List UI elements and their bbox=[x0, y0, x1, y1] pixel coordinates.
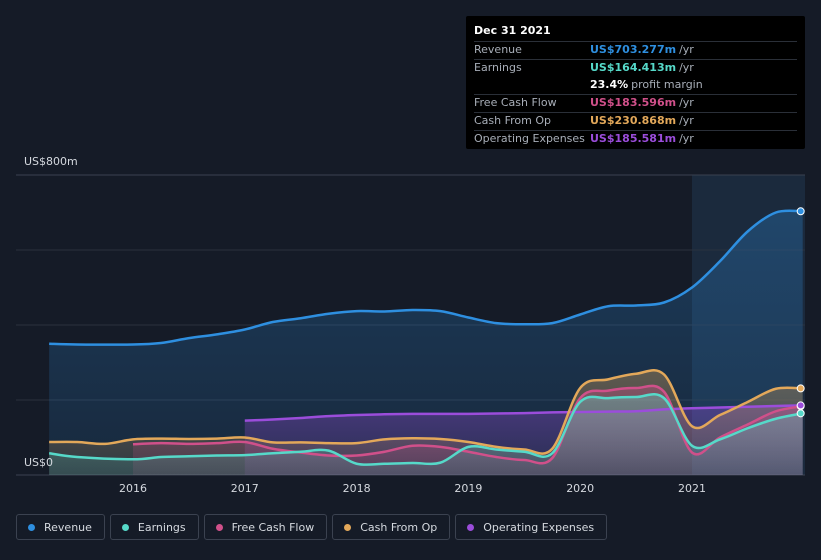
tooltip-row-label: Cash From Op bbox=[474, 114, 552, 127]
series-end-marker bbox=[796, 207, 805, 216]
series-line-cash-from-op bbox=[49, 368, 803, 455]
legend-dot-icon bbox=[344, 523, 352, 531]
tooltip-row-label bbox=[474, 77, 590, 94]
tooltip-row: Cash From Op US$230.868m/yr bbox=[474, 112, 797, 130]
tooltip-row-value: 23.4% bbox=[590, 78, 629, 91]
x-tick-label: 2017 bbox=[231, 482, 259, 495]
tooltip-row-unit: /yr bbox=[679, 61, 694, 74]
legend-item-cash-from-op[interactable]: Cash From Op bbox=[332, 514, 451, 540]
y-axis-bottom-label: US$0 bbox=[24, 456, 54, 469]
series-line-operating-expenses bbox=[244, 404, 803, 422]
data-tooltip: Dec 31 2021 Revenue US$703.277m/yr Earning… bbox=[466, 16, 805, 149]
tooltip-row-label: Operating Expenses bbox=[474, 132, 585, 145]
legend-item-earnings[interactable]: Earnings bbox=[109, 514, 199, 540]
tooltip-row: Free Cash Flow US$183.596m/yr bbox=[474, 94, 797, 112]
legend-dot-icon bbox=[215, 523, 223, 531]
legend-label: Operating Expenses bbox=[483, 520, 595, 534]
x-tick-label: 2016 bbox=[119, 482, 147, 495]
legend-label: Free Cash Flow bbox=[231, 520, 315, 534]
series-end-marker bbox=[796, 409, 805, 418]
series-line-revenue bbox=[49, 209, 803, 346]
x-tick-label: 2018 bbox=[343, 482, 371, 495]
legend-item-revenue[interactable]: Revenue bbox=[16, 514, 105, 540]
y-axis-top-label: US$800m bbox=[24, 155, 78, 168]
x-tick-label: 2021 bbox=[678, 482, 706, 495]
tooltip-row-unit: /yr bbox=[679, 96, 694, 109]
legend-dot-icon bbox=[467, 523, 475, 531]
legend-label: Revenue bbox=[44, 520, 92, 534]
legend-dot-icon bbox=[28, 523, 35, 531]
tooltip-row-unit: profit margin bbox=[631, 78, 703, 91]
tooltip-row-value: US$185.581m bbox=[590, 132, 677, 145]
series-line-free-cash-flow bbox=[132, 384, 803, 465]
tooltip-row: 23.4% profit margin bbox=[474, 77, 797, 94]
tooltip-row-unit: /yr bbox=[679, 114, 694, 127]
tooltip-row-unit: /yr bbox=[679, 43, 694, 56]
tooltip-row-label: Revenue bbox=[474, 43, 522, 56]
tooltip-date: Dec 31 2021 bbox=[474, 24, 551, 37]
chart-legend: Revenue Earnings Free Cash Flow Cash From O… bbox=[16, 514, 608, 542]
tooltip-row-value: US$164.413m bbox=[590, 61, 677, 74]
series-end-marker bbox=[796, 401, 805, 410]
tooltip-row: Operating Expenses US$185.581m/yr bbox=[474, 130, 797, 148]
x-tick-label: 2019 bbox=[454, 482, 482, 495]
legend-item-operating-expenses[interactable]: Operating Expenses bbox=[455, 514, 608, 540]
tooltip-row: Revenue US$703.277m/yr bbox=[474, 41, 797, 59]
legend-item-free-cash-flow[interactable]: Free Cash Flow bbox=[203, 514, 328, 540]
series-line-earnings bbox=[48, 392, 803, 466]
x-tick-label: 2020 bbox=[566, 482, 594, 495]
series-end-marker bbox=[796, 384, 805, 393]
legend-dot-icon bbox=[121, 523, 129, 531]
tooltip-row-unit: /yr bbox=[679, 132, 694, 145]
legend-label: Cash From Op bbox=[360, 520, 438, 534]
tooltip-row-value: US$703.277m bbox=[590, 43, 677, 56]
tooltip-row-label: Earnings bbox=[474, 61, 522, 74]
tooltip-row-value: US$230.868m bbox=[590, 114, 677, 127]
legend-label: Earnings bbox=[137, 520, 186, 534]
tooltip-row-value: US$183.596m bbox=[590, 96, 677, 109]
tooltip-row: Earnings US$164.413m/yr bbox=[474, 59, 797, 77]
tooltip-row-label: Free Cash Flow bbox=[474, 96, 557, 109]
series-area-earnings bbox=[49, 394, 803, 475]
